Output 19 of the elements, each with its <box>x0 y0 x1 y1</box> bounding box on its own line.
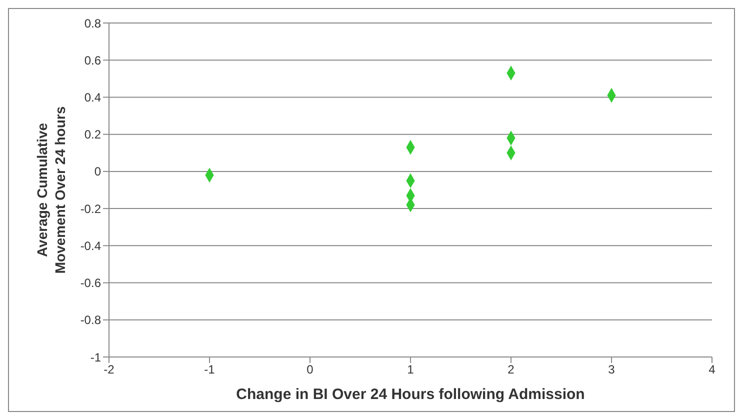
x-tick-label: 4 <box>708 362 716 377</box>
y-tick-label: -1 <box>90 350 102 364</box>
x-tick-label: -2 <box>104 362 115 377</box>
y-tick-label: 0.2 <box>84 128 102 142</box>
y-tick-label: -0.8 <box>80 313 102 328</box>
x-tick-label: 3 <box>608 362 616 377</box>
y-tick-label: 0.4 <box>84 90 102 104</box>
x-tick-label: 1 <box>407 362 414 377</box>
x-tick-label: -1 <box>204 362 216 377</box>
y-tick-label: -0.6 <box>80 276 102 290</box>
y-tick-label: 0 <box>94 164 102 179</box>
x-axis-title: Change in BI Over 24 Hours following Admission <box>236 386 585 403</box>
x-tick-label: 0 <box>306 362 314 377</box>
y-tick-label: -0.2 <box>80 202 102 216</box>
y-tick-label: 0.6 <box>84 53 102 68</box>
y-tick-label: -0.4 <box>80 238 102 253</box>
y-tick-label: 0.8 <box>84 16 102 30</box>
y-axis-title: Average Cumulative Movement Over 24 hours <box>34 106 68 274</box>
x-tick-label: 2 <box>508 362 515 377</box>
